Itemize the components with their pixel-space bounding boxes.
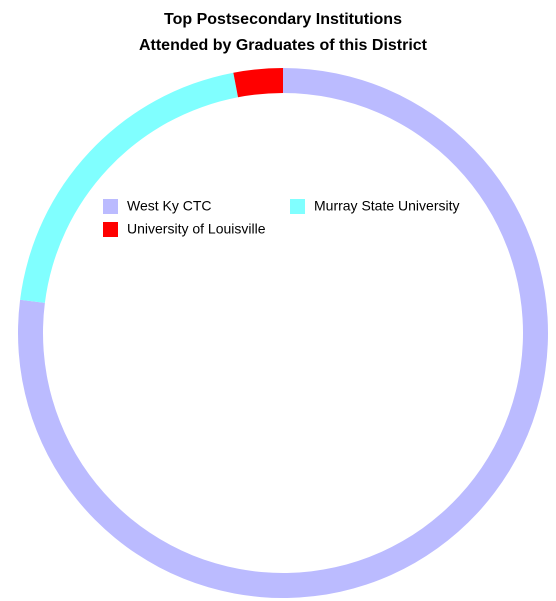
chart-title: Top Postsecondary Institutions	[164, 11, 402, 28]
donut-segment	[20, 72, 239, 303]
legend-swatch	[103, 199, 118, 214]
legend-label: University of Louisville	[127, 221, 266, 237]
legend-swatch	[103, 222, 118, 237]
chart-title: Attended by Graduates of this District	[139, 37, 428, 54]
legend-label: West Ky CTC	[127, 198, 212, 214]
donut-segment	[233, 68, 283, 98]
legend-swatch	[290, 199, 305, 214]
legend-label: Murray State University	[314, 198, 459, 214]
